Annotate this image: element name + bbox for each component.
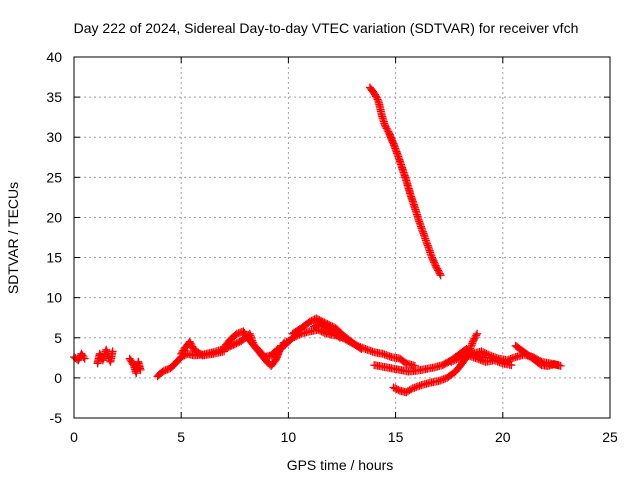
data-point-marker xyxy=(464,351,473,360)
data-point-marker xyxy=(335,333,344,342)
series-trace-6 xyxy=(177,337,229,360)
x-tick-label: 5 xyxy=(177,429,185,445)
data-point-marker xyxy=(273,345,282,353)
y-tick-label: 25 xyxy=(46,169,62,185)
series-trace-3 xyxy=(125,354,145,378)
data-point-marker xyxy=(452,355,461,364)
series-trace-11 xyxy=(365,83,445,280)
data-point-marker xyxy=(79,353,88,361)
y-tick-label: 5 xyxy=(54,330,62,346)
y-tick-label: 10 xyxy=(46,290,62,306)
grid xyxy=(74,57,610,418)
data-point-marker xyxy=(476,355,485,364)
data-point-marker xyxy=(439,375,448,384)
series-trace-7 xyxy=(220,327,282,361)
data-point-marker xyxy=(489,352,498,361)
data-point-marker xyxy=(436,376,445,385)
data-point-marker xyxy=(450,356,459,365)
data-point-marker xyxy=(506,355,515,363)
data-marks xyxy=(70,83,565,397)
data-point-marker xyxy=(507,361,516,370)
data-point-marker xyxy=(108,347,117,356)
data-point-marker xyxy=(454,354,463,363)
series-trace-2 xyxy=(93,345,117,368)
data-point-marker xyxy=(136,365,145,374)
data-point-marker xyxy=(415,381,424,390)
plot-frame xyxy=(73,56,611,419)
data-point-marker xyxy=(418,226,427,235)
series-trace-4 xyxy=(153,357,181,381)
x-tick-label: 20 xyxy=(495,429,511,445)
data-point-marker xyxy=(477,347,486,356)
x-tick-label: 25 xyxy=(602,429,618,445)
data-point-marker xyxy=(357,345,366,353)
y-tick-label: 35 xyxy=(46,89,62,105)
data-point-marker xyxy=(334,332,343,341)
data-point-marker xyxy=(479,348,488,357)
x-tick-label: 0 xyxy=(70,429,78,445)
data-point-marker xyxy=(484,350,493,359)
data-point-marker xyxy=(556,361,565,370)
y-tick-label: -5 xyxy=(50,410,63,426)
data-point-marker xyxy=(436,271,445,280)
data-point-marker xyxy=(423,239,432,248)
data-point-marker xyxy=(383,351,392,360)
x-axis-label: GPS time / hours xyxy=(287,457,394,473)
x-tick-label: 15 xyxy=(388,429,404,445)
data-point-marker xyxy=(449,357,458,365)
y-tick-label: 40 xyxy=(46,49,62,65)
data-point-marker xyxy=(472,331,481,340)
axis-ticks: 0 5 10 15 20 25 -5 0 5 10 15 20 25 30 35 40 xyxy=(46,49,618,445)
data-point-marker xyxy=(482,349,491,358)
data-point-marker xyxy=(366,346,375,355)
y-tick-label: 0 xyxy=(54,370,62,386)
data-point-marker xyxy=(355,343,364,352)
y-tick-label: 15 xyxy=(46,250,62,266)
data-point-marker xyxy=(410,383,419,392)
data-point-marker xyxy=(80,354,89,363)
y-tick-label: 20 xyxy=(46,209,62,225)
data-point-marker xyxy=(272,346,281,355)
data-point-marker xyxy=(447,357,456,366)
data-point-marker xyxy=(485,351,494,360)
y-axis-label: SDTVAR / TECUs xyxy=(5,182,21,294)
data-point-marker xyxy=(466,342,475,351)
series-trace-10 xyxy=(310,319,344,342)
data-point-marker xyxy=(435,269,444,278)
data-point-marker xyxy=(407,385,416,394)
series-trace-8 xyxy=(280,325,419,370)
series-trace-1 xyxy=(70,349,89,365)
data-point-marker xyxy=(480,349,489,357)
data-point-marker xyxy=(473,329,482,338)
data-point-marker xyxy=(509,353,518,362)
data-point-marker xyxy=(473,354,482,363)
y-tick-label: 30 xyxy=(46,129,62,145)
data-point-marker xyxy=(378,349,387,358)
series-trace-16 xyxy=(511,341,565,370)
x-tick-label: 10 xyxy=(281,429,297,445)
chart-title: Day 222 of 2024, Sidereal Day-to-day VTE… xyxy=(74,20,579,36)
